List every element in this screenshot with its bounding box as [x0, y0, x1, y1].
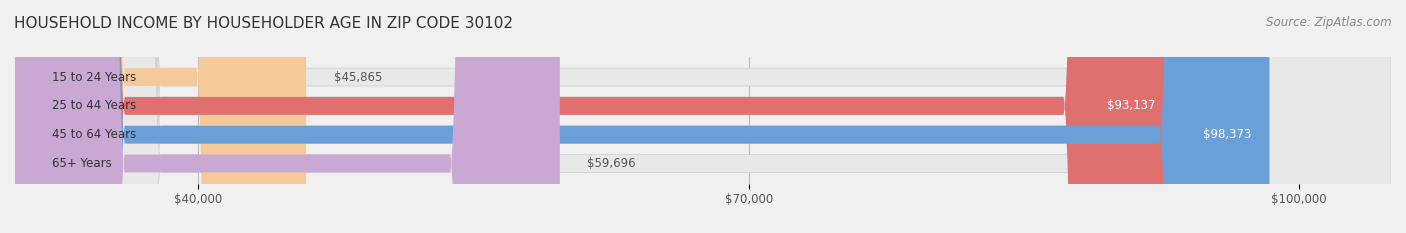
Text: 15 to 24 Years: 15 to 24 Years: [52, 71, 136, 84]
Text: $98,373: $98,373: [1202, 128, 1251, 141]
FancyBboxPatch shape: [15, 0, 1270, 233]
Text: $59,696: $59,696: [588, 157, 636, 170]
Text: Source: ZipAtlas.com: Source: ZipAtlas.com: [1267, 16, 1392, 29]
FancyBboxPatch shape: [15, 0, 1391, 233]
Text: 65+ Years: 65+ Years: [52, 157, 111, 170]
FancyBboxPatch shape: [15, 0, 1391, 233]
Text: $93,137: $93,137: [1107, 99, 1154, 112]
FancyBboxPatch shape: [15, 0, 560, 233]
Text: 45 to 64 Years: 45 to 64 Years: [52, 128, 136, 141]
FancyBboxPatch shape: [15, 0, 1391, 233]
FancyBboxPatch shape: [15, 0, 307, 233]
FancyBboxPatch shape: [15, 0, 1391, 233]
Text: HOUSEHOLD INCOME BY HOUSEHOLDER AGE IN ZIP CODE 30102: HOUSEHOLD INCOME BY HOUSEHOLDER AGE IN Z…: [14, 16, 513, 31]
Text: $45,865: $45,865: [333, 71, 382, 84]
Text: 25 to 44 Years: 25 to 44 Years: [52, 99, 136, 112]
FancyBboxPatch shape: [15, 0, 1174, 233]
